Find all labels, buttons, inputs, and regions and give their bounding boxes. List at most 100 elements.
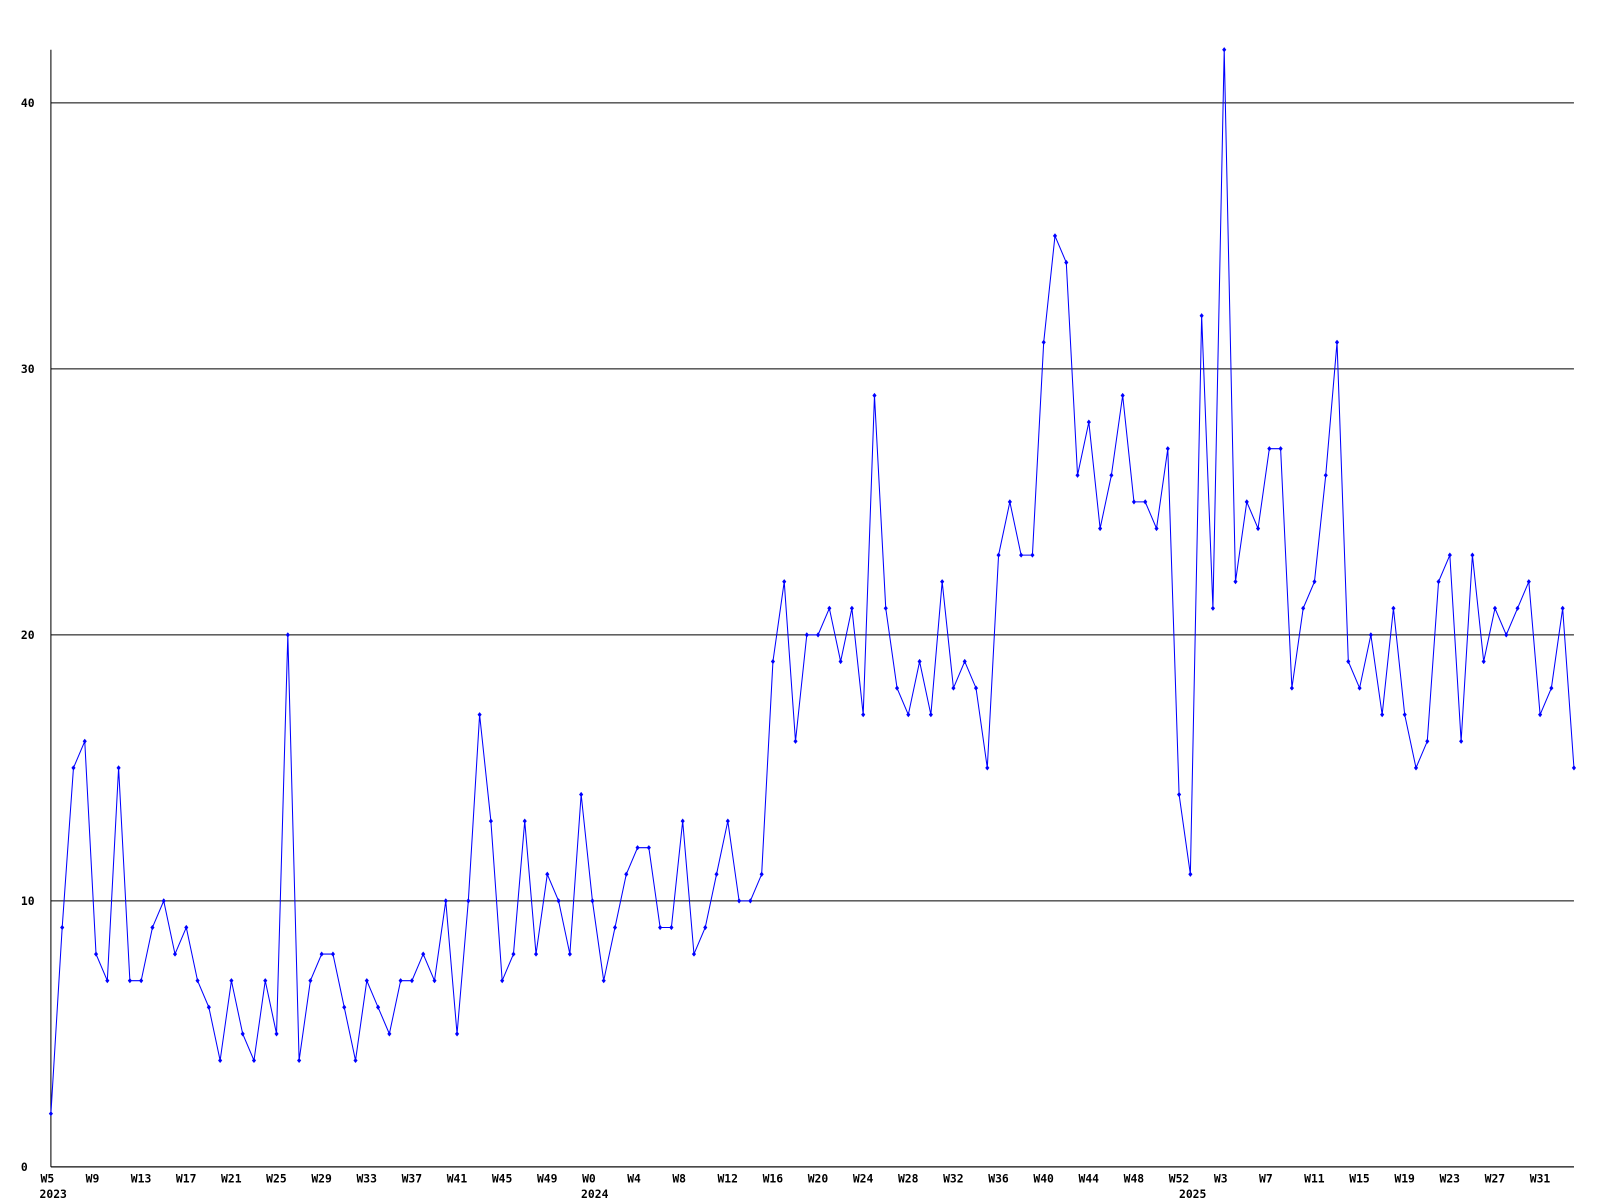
data-point [1425,738,1430,744]
data-point [251,1057,257,1064]
data-point [590,898,595,904]
data-point [488,818,493,824]
data-point [872,392,877,399]
x-tick-label: W20 [808,1171,829,1185]
x-tick-label: W40 [1033,1171,1054,1185]
y-tick-label: 30 [21,362,35,376]
data-point [691,951,697,957]
year-label: 2023 [40,1187,68,1200]
data-point [556,898,561,904]
data-point [804,632,809,638]
data-point [1199,313,1204,319]
x-tick-label: W25 [266,1171,287,1185]
x-tick-label: W28 [898,1171,919,1185]
data-point [1368,632,1373,638]
x-tick-label: W0 [582,1171,596,1185]
x-tick-label: W16 [763,1171,784,1185]
data-point [1289,685,1294,691]
data-point [1526,579,1531,585]
data-point [1459,738,1464,744]
x-tick-label: W21 [221,1171,242,1185]
x-tick-label: W13 [131,1171,152,1185]
data-point [1504,632,1509,638]
x-tick-label: W11 [1304,1171,1325,1185]
data-point [1098,525,1103,532]
data-point [511,951,516,957]
data-point [1143,499,1148,505]
data-point [1278,446,1283,452]
x-tick-label: W9 [86,1171,100,1185]
data-point [624,871,629,877]
year-label: 2025 [1179,1187,1207,1200]
data-point [1109,472,1114,478]
data-point [353,1057,358,1064]
x-tick-label: W12 [717,1171,738,1185]
data-point [940,579,945,585]
x-tick-label: W31 [1530,1171,1551,1185]
data-point [1233,579,1238,585]
data-point [1120,392,1125,399]
x-tick-label: W7 [1259,1171,1273,1185]
data-point [1323,472,1328,478]
y-tick-label: 10 [21,894,35,908]
x-tick-label: W3 [1214,1171,1228,1185]
data-point [1436,579,1441,585]
data-point [782,579,787,585]
data-point [1131,499,1137,505]
x-tick-label: W5 [41,1171,55,1185]
data-point [1064,259,1069,266]
x-tick-label: W24 [853,1171,874,1185]
data-point [274,1031,279,1037]
year-label: 2024 [581,1187,609,1200]
data-point [714,871,719,877]
data-point [1154,525,1159,532]
data-point [815,632,821,638]
data-point [567,951,572,957]
x-tick-label: W19 [1394,1171,1415,1185]
data-point [883,605,888,611]
data-point [522,818,527,824]
x-tick-label: W23 [1439,1171,1460,1185]
data-point [1334,339,1340,345]
x-tick-label: W41 [447,1171,468,1185]
data-point [1267,446,1272,452]
data-point [1244,499,1249,505]
data-point [443,898,448,904]
data-point [82,738,87,744]
data-point [680,818,685,824]
x-tick-label: W37 [402,1171,423,1185]
data-point [725,818,730,824]
data-point [737,898,742,904]
x-tick-label: W29 [311,1171,332,1185]
data-point [330,951,336,957]
data-point [240,1031,245,1037]
data-point [1312,579,1317,585]
y-tick-label: 20 [21,628,35,642]
data-point [387,1031,392,1037]
data-point [285,632,290,638]
x-tick-label: W44 [1078,1171,1099,1185]
y-tick-label: 0 [21,1160,28,1174]
x-tick-label: W15 [1349,1171,1370,1185]
data-point [1052,233,1058,239]
data-point [748,898,753,904]
x-tick-label: W45 [492,1171,513,1185]
data-point [319,951,324,957]
x-tick-label: W17 [176,1171,197,1185]
data-point [218,1057,223,1064]
x-tick-label: W33 [356,1171,377,1185]
x-tick-label: W48 [1124,1171,1145,1185]
y-tick-label: 40 [21,96,35,110]
data-point [93,951,99,957]
x-tick-label: W36 [988,1171,1009,1185]
data-point [793,738,798,744]
data-point [1075,472,1080,478]
data-point [533,951,539,957]
data-point [1222,47,1227,53]
data-point [1255,525,1261,532]
data-point [894,685,900,691]
data-point [1549,685,1554,691]
data-point [973,685,979,691]
